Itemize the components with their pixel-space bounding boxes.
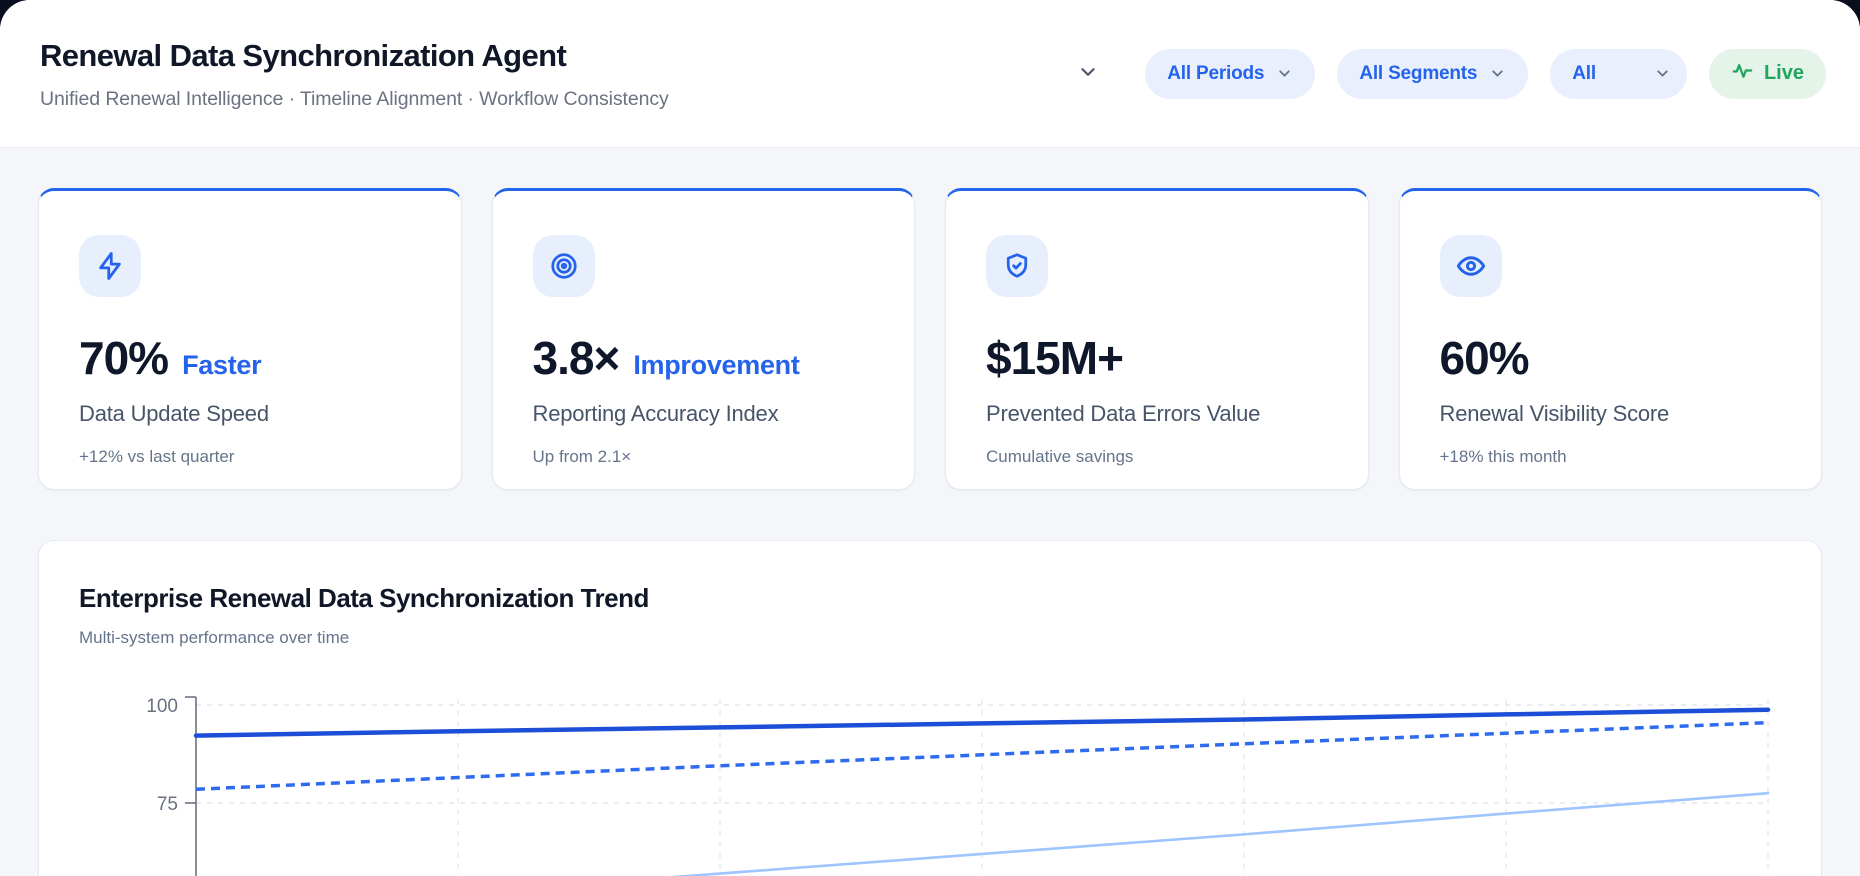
collapse-header-button[interactable] (1071, 55, 1105, 92)
all-filter-dropdown[interactable]: All (1550, 48, 1687, 99)
kpi-note: Cumulative savings (986, 447, 1134, 466)
kpi-value: $15M+ (986, 332, 1124, 384)
chart-title: Enterprise Renewal Data Synchronization … (79, 583, 649, 613)
shield-icon (986, 235, 1048, 297)
trend-chart-svg: 100 75 (146, 696, 1771, 876)
kpi-suffix: Faster (182, 350, 262, 380)
segments-filter-label: All Segments (1359, 62, 1478, 84)
trend-line-chart: 100 75 (79, 693, 1781, 876)
chevron-down-icon (1489, 65, 1506, 82)
svg-text:100: 100 (146, 696, 178, 717)
kpi-note: +18% this month (1439, 447, 1567, 466)
main-content: 70% Faster Data Update Speed +12% vs las… (0, 148, 1860, 876)
periods-filter-dropdown[interactable]: All Periods (1145, 48, 1316, 99)
target-icon (532, 235, 595, 297)
activity-pulse-icon (1731, 59, 1754, 88)
all-filter-label: All (1572, 62, 1596, 84)
svg-text:75: 75 (157, 794, 178, 815)
kpi-value: 60% (1439, 332, 1530, 384)
segments-filter-dropdown[interactable]: All Segments (1337, 48, 1529, 99)
kpi-value: 70% (79, 332, 169, 384)
kpi-note: Up from 2.1× (532, 447, 632, 466)
kpi-label: Renewal Visibility Score (1439, 401, 1670, 426)
header: Renewal Data Synchronization Agent Unifi… (0, 0, 1860, 148)
chevron-down-icon (1077, 61, 1099, 86)
kpi-value: 3.8× (532, 332, 621, 384)
chevron-down-icon (1276, 65, 1293, 82)
kpi-note: +12% vs last quarter (79, 447, 235, 466)
live-status-label: Live (1763, 62, 1804, 84)
kpi-label: Data Update Speed (79, 401, 269, 426)
kpi-card-reporting-accuracy: 3.8× Improvement Reporting Accuracy Inde… (491, 188, 915, 490)
kpi-card-renewal-visibility: 60% Renewal Visibility Score +18% this m… (1398, 188, 1822, 490)
kpi-row: 70% Faster Data Update Speed +12% vs las… (38, 188, 1822, 490)
periods-filter-label: All Periods (1167, 62, 1265, 84)
header-controls: All Periods All Segments All (1071, 48, 1826, 99)
chart-subtitle: Multi-system performance over time (79, 628, 350, 647)
eye-icon (1439, 235, 1502, 297)
header-titles: Renewal Data Synchronization Agent Unifi… (40, 36, 669, 111)
kpi-card-prevented-errors: $15M+ Prevented Data Errors Value Cumula… (945, 188, 1369, 490)
lightning-icon (79, 235, 141, 297)
trend-chart-card: Enterprise Renewal Data Synchronization … (38, 540, 1822, 876)
live-status-badge: Live (1708, 48, 1826, 99)
kpi-suffix: Improvement (633, 350, 800, 380)
kpi-label: Reporting Accuracy Index (532, 401, 779, 426)
page-title: Renewal Data Synchronization Agent (40, 38, 567, 73)
chevron-down-icon (1654, 65, 1671, 82)
kpi-card-data-update-speed: 70% Faster Data Update Speed +12% vs las… (38, 188, 462, 490)
kpi-label: Prevented Data Errors Value (986, 401, 1261, 426)
page-subtitle: Unified Renewal Intelligence · Timeline … (40, 88, 669, 110)
